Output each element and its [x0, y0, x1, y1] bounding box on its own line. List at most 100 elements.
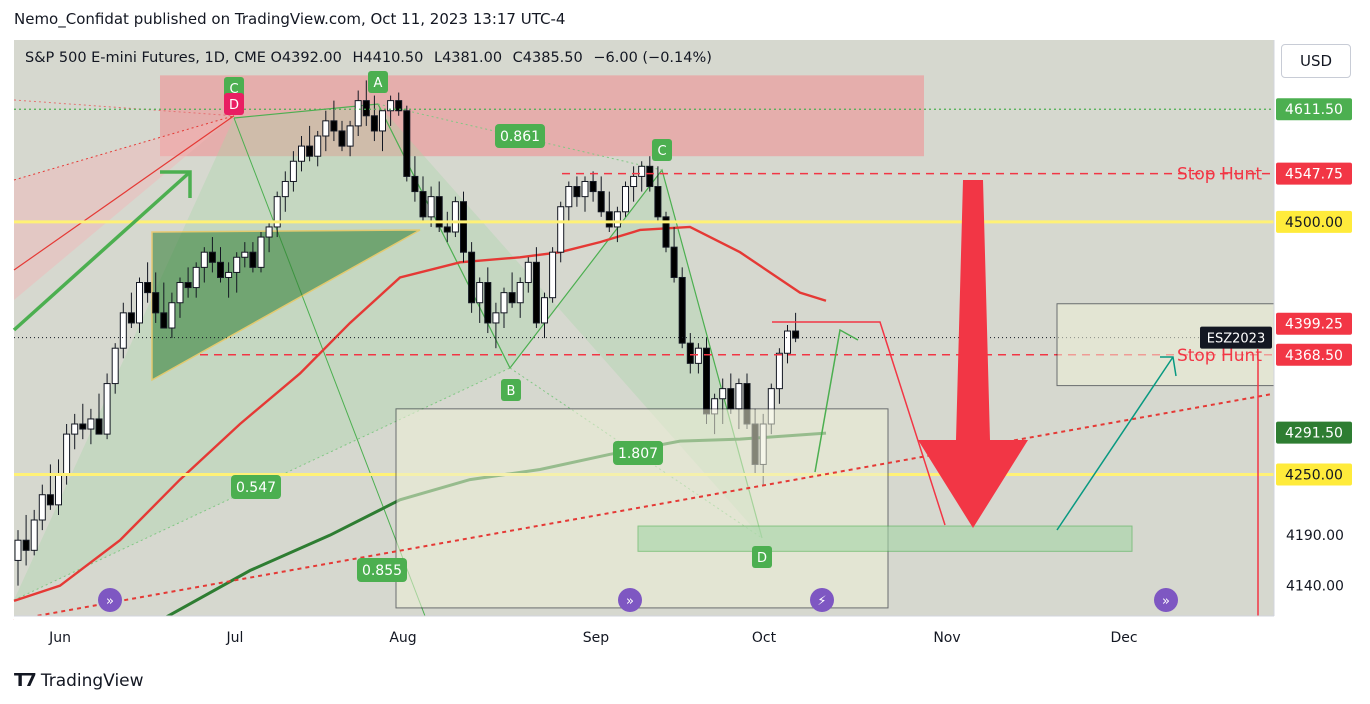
- price-tag-bg: [1276, 312, 1352, 335]
- red-fan: [14, 115, 234, 300]
- candle-body: [524, 261, 532, 284]
- candle-body: [395, 100, 403, 112]
- candle-body: [532, 261, 540, 324]
- candle-body: [184, 282, 192, 289]
- legend-open-key: O: [270, 50, 282, 66]
- harmonic-leg-line: [233, 117, 426, 617]
- candle-body: [597, 191, 605, 213]
- pattern-label-c: C: [657, 144, 666, 159]
- event-icon[interactable]: [98, 588, 122, 612]
- candle-body: [249, 251, 257, 268]
- price-tag-label: 4291.50: [1285, 426, 1343, 442]
- candle-body: [289, 160, 297, 182]
- candle-body: [281, 180, 289, 198]
- candle-body: [508, 292, 516, 304]
- candle-body: [152, 292, 160, 314]
- candle-body: [46, 494, 54, 506]
- price-tag-label: 4611.50: [1285, 102, 1343, 118]
- tradingview-logo[interactable]: T7 TradingView: [14, 670, 144, 691]
- pattern-label-b: B: [507, 384, 516, 399]
- pattern-label-d: D: [229, 98, 239, 113]
- candle-body: [111, 347, 119, 385]
- candle-body: [565, 186, 573, 208]
- price-axis-label: 4140.00: [1286, 579, 1344, 595]
- candle-body: [265, 226, 273, 238]
- symbol-tag: ESZ2023: [1207, 332, 1265, 347]
- candle-body: [646, 165, 654, 188]
- candle-body: [217, 261, 224, 278]
- range-box: [395, 408, 889, 609]
- candle-body: [638, 165, 646, 177]
- candle-body: [500, 292, 508, 314]
- candle-body: [330, 120, 338, 132]
- trendline-dotted: [13, 392, 1275, 621]
- legend-low: 4381.00: [442, 50, 503, 66]
- candle-body: [403, 110, 411, 177]
- event-icon[interactable]: [618, 588, 642, 612]
- event-icon[interactable]: [1154, 588, 1178, 612]
- legend-change: −6.00 (−0.14%): [593, 50, 712, 66]
- legend-high-key: H: [352, 50, 364, 66]
- candle-body: [136, 282, 143, 324]
- candle-body: [727, 388, 735, 410]
- time-axis-label: Sep: [583, 630, 610, 646]
- green-up-arrow: [12, 170, 192, 332]
- price-tag-bg: [1276, 421, 1352, 444]
- time-axis-label: Dec: [1110, 630, 1137, 646]
- teal-arrow: [1056, 356, 1174, 531]
- candle-body: [273, 196, 281, 228]
- green-projection: [814, 328, 859, 473]
- currency-button[interactable]: USD: [1281, 44, 1351, 78]
- candle-body: [476, 282, 484, 304]
- candle-body: [492, 312, 500, 324]
- red-projection: [772, 321, 946, 526]
- candle-body: [784, 330, 791, 354]
- time-axis[interactable]: [14, 616, 1274, 655]
- pattern-label-bg: [368, 71, 388, 93]
- symbol-legend: S&P 500 E-mini Futures, 1D, CME O4392.00…: [25, 50, 712, 66]
- candle-body: [233, 256, 241, 273]
- candle-body: [38, 494, 46, 521]
- legend-open: 4392.00: [281, 50, 342, 66]
- candle-body: [541, 297, 548, 324]
- pattern-label-d: D: [757, 551, 767, 566]
- candle-body: [460, 201, 467, 253]
- candle-body: [30, 519, 38, 551]
- big-red-down-arrow: [918, 180, 1028, 528]
- price-tag-bg: [1276, 210, 1352, 233]
- candle-body: [354, 100, 362, 127]
- ratio-label-bg: [231, 475, 281, 499]
- candle-body: [630, 175, 638, 188]
- candle-body: [622, 186, 629, 213]
- candle-body: [103, 383, 111, 435]
- legend-high: 4410.50: [363, 50, 424, 66]
- candle-body: [370, 115, 378, 132]
- candle-body: [55, 474, 62, 506]
- candle-body: [451, 201, 459, 233]
- lightning-icon[interactable]: [810, 588, 834, 612]
- red-fan-line: [13, 99, 235, 117]
- price-tag-bg: [1276, 98, 1352, 121]
- candle-body: [670, 246, 678, 278]
- price-tag-label: 4500.00: [1285, 215, 1343, 231]
- candle-body: [346, 125, 354, 147]
- ratio-label: 1.807: [618, 446, 658, 462]
- candle-body: [516, 282, 524, 304]
- candle-body: [468, 251, 476, 304]
- candle-body: [654, 186, 662, 218]
- candle-body: [298, 145, 305, 162]
- symbol-tag-bg: [1200, 326, 1272, 349]
- candle-body: [14, 539, 22, 561]
- pattern-label-c: C: [229, 82, 238, 97]
- time-axis-label: Nov: [933, 630, 960, 646]
- candle-body: [735, 383, 743, 410]
- price-tag-label: 4547.75: [1285, 167, 1343, 183]
- candle-body: [435, 196, 443, 228]
- candle-body: [322, 120, 330, 137]
- candle-body: [719, 388, 727, 400]
- publish-attribution: Nemo_Confidat published on TradingView.c…: [14, 10, 566, 28]
- candle-body: [775, 352, 783, 390]
- candle-body: [573, 186, 581, 198]
- candle-body: [338, 130, 346, 147]
